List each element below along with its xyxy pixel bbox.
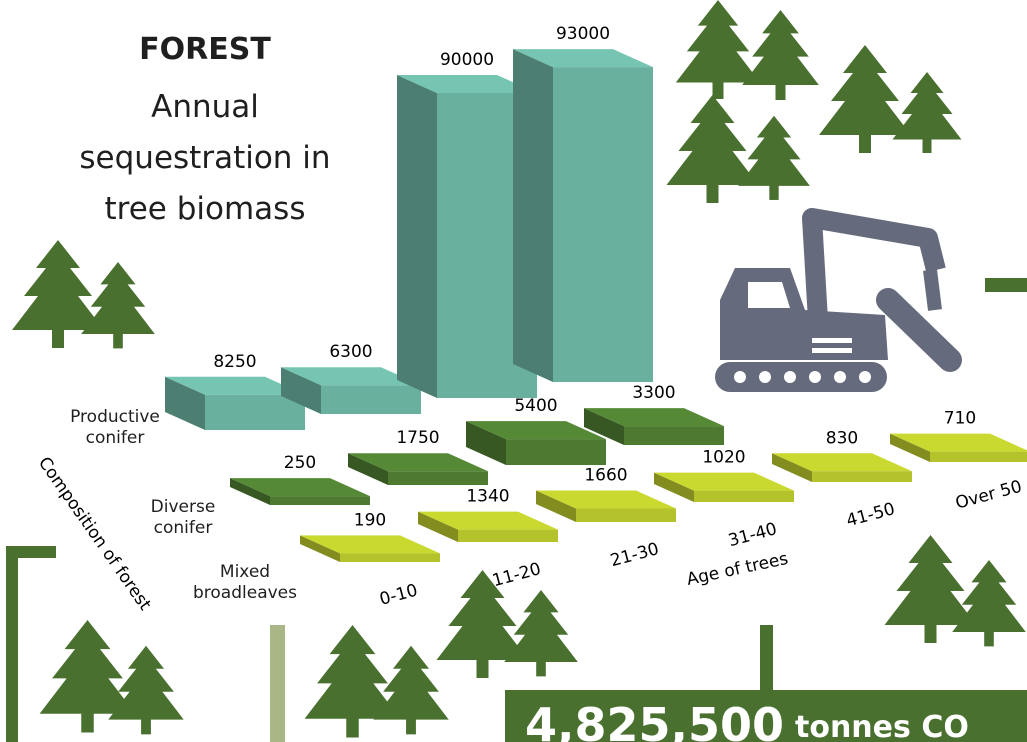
unit: tonnes CO [795,710,969,742]
bar-front [205,395,305,430]
bar-front [576,509,676,522]
subtitle: Annual sequestration in tree biomass [65,82,345,235]
x-tick-label: 11-20 [490,559,543,591]
data-label: 1340 [466,487,509,507]
bar [418,512,558,542]
bar-front [930,452,1027,462]
title: FOREST [55,32,355,67]
x-tick-label: 41-50 [844,499,897,531]
data-label: 250 [284,453,316,473]
bar-front [458,530,558,542]
tree [305,625,401,738]
bar-line [760,625,773,690]
bar-front [321,385,421,414]
bar-side [513,49,553,382]
x-tick-label: Over 50 [953,477,1024,514]
harvester [715,218,950,392]
bar-front [694,491,794,502]
data-label: 93000 [556,24,610,44]
bar [772,453,912,482]
bar-front [388,471,488,485]
bar-front [506,439,606,465]
bar-front [270,496,370,505]
data-label: 3300 [632,383,675,403]
tree [504,590,578,676]
tree [667,95,759,203]
bar [536,491,676,522]
tree [738,116,810,200]
legend-label: Productive conifer [60,407,170,449]
data-label: 830 [826,428,858,448]
tree [952,560,1026,646]
data-label: 710 [944,409,976,429]
bar [348,453,488,485]
x-tick-label: 21-30 [608,539,661,571]
bar-side [397,75,437,398]
data-label: 8250 [213,352,256,372]
axis-label: Age of trees [685,549,790,590]
bar-line [270,625,285,742]
legend-label: Diverse conifer [128,497,238,539]
data-label: 90000 [440,50,494,70]
data-label: 6300 [329,342,372,362]
legend-label: Mixed broadleaves [180,562,310,604]
data-label: 190 [354,510,386,530]
bar [513,49,653,382]
bar [230,478,370,505]
bar [654,473,794,502]
bar-front [624,426,724,445]
x-tick-label: 31-40 [726,519,779,551]
tree [108,646,183,735]
data-label: 1750 [396,428,439,448]
bar-front [812,471,912,482]
tree [742,10,819,100]
bar-front [553,67,653,382]
data-label: 1020 [702,448,745,468]
data-label: 1660 [584,466,627,486]
footer: 4,825,500 tonnes CO [505,690,1027,742]
tree [81,262,155,348]
total: 4,825,500 [525,698,784,742]
bar [466,421,606,465]
page: {"chart_data": {"type": "bar", "title": … [0,0,1027,742]
bar-line [985,278,1027,292]
bar [890,434,1027,462]
bar [300,535,440,562]
data-label: 5400 [514,396,557,416]
x-tick-label: 0-10 [377,581,419,610]
bar-front [340,553,440,562]
tree [893,72,962,153]
